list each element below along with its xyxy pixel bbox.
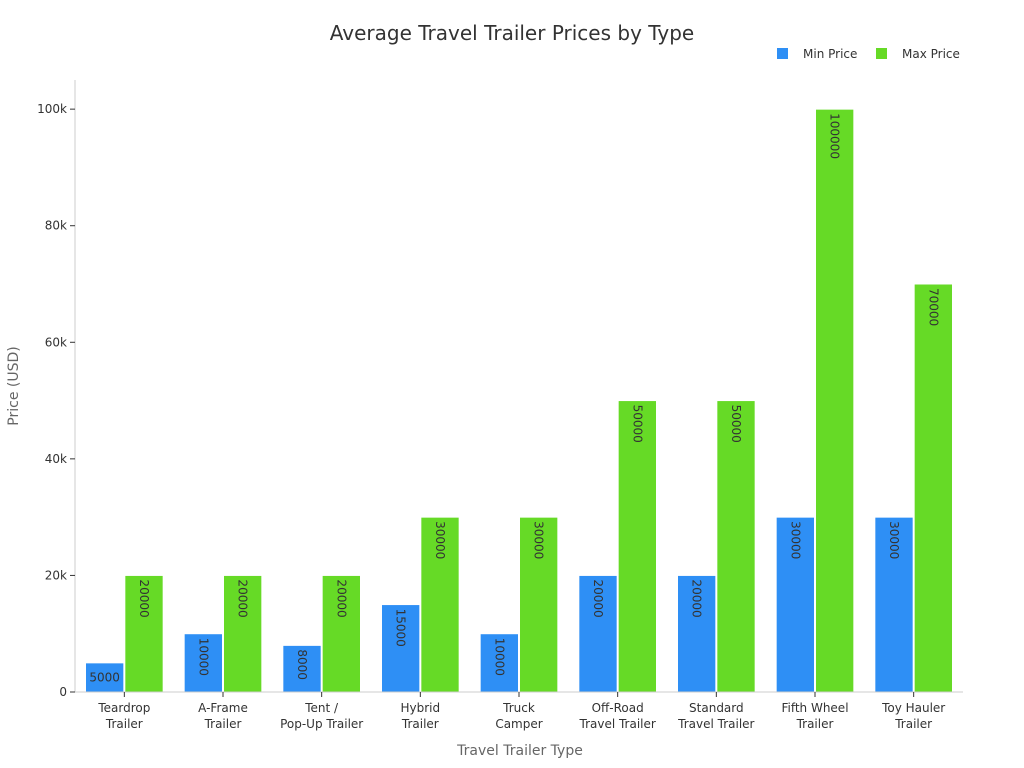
x-tick-label: Teardrop bbox=[97, 701, 150, 715]
bar-max-price bbox=[716, 400, 756, 693]
data-label: 20000 bbox=[591, 579, 605, 617]
legend-swatch bbox=[777, 48, 788, 59]
x-tick-label: Trailer bbox=[796, 717, 834, 731]
y-tick-label: 100k bbox=[37, 102, 67, 116]
legend: Min Price Max Price bbox=[777, 47, 960, 61]
x-tick-label: Pop-Up Trailer bbox=[280, 717, 363, 731]
data-label: 10000 bbox=[492, 638, 506, 676]
bar-max-price bbox=[913, 283, 954, 693]
bars: 5000 10000 8000 15000 10000 20000 20000 30000 30… bbox=[85, 108, 954, 693]
x-tick-label: Tent / bbox=[304, 701, 339, 715]
bar-min-price bbox=[479, 633, 519, 693]
bar-min-price bbox=[677, 574, 717, 693]
bar-max-price bbox=[815, 108, 855, 693]
x-tick-label: Standard bbox=[689, 701, 744, 715]
data-label: 15000 bbox=[394, 609, 408, 647]
data-label: 5000 bbox=[89, 670, 120, 684]
data-label: 100000 bbox=[828, 113, 842, 159]
y-tick-label: 60k bbox=[45, 335, 67, 349]
data-label: 20000 bbox=[690, 579, 704, 617]
bar-max-price bbox=[617, 400, 658, 693]
x-tick-label: Off-Road bbox=[592, 701, 644, 715]
y-tick-label: 80k bbox=[45, 219, 67, 233]
data-label: 20000 bbox=[236, 579, 250, 617]
bar-min-price bbox=[183, 633, 224, 693]
x-tick-label: Trailer bbox=[204, 717, 242, 731]
x-tick-label: Trailer bbox=[105, 717, 143, 731]
x-tick-label: Camper bbox=[495, 717, 542, 731]
x-axis-title: Travel Trailer Type bbox=[456, 743, 583, 759]
y-axis-title: Price (USD) bbox=[6, 346, 22, 425]
data-label: 50000 bbox=[630, 405, 644, 443]
x-tick-label: Hybrid bbox=[401, 701, 441, 715]
bar-max-price bbox=[223, 574, 263, 693]
bar-min-price bbox=[282, 644, 322, 693]
data-label: 30000 bbox=[887, 521, 901, 559]
data-label: 8000 bbox=[295, 649, 309, 680]
bar-max-price bbox=[321, 574, 361, 693]
y-axis: 0 20k 40k 60k 80k 100k bbox=[37, 80, 76, 699]
y-tick-label: 0 bbox=[59, 685, 67, 699]
x-tick-label: Fifth Wheel bbox=[781, 701, 848, 715]
bar-min-price bbox=[381, 604, 421, 693]
bar-min-price bbox=[578, 574, 618, 693]
y-tick-label: 40k bbox=[45, 452, 67, 466]
x-tick-label: Truck bbox=[502, 701, 535, 715]
legend-label: Max Price bbox=[902, 47, 960, 61]
x-tick-label: Travel Trailer bbox=[677, 717, 754, 731]
x-tick-label: Trailer bbox=[894, 717, 932, 731]
data-label: 10000 bbox=[196, 638, 210, 676]
bar-min-price bbox=[775, 516, 816, 693]
x-tick-label: Travel Trailer bbox=[579, 717, 656, 731]
data-label: 20000 bbox=[137, 579, 151, 617]
x-tick-label: A-Frame bbox=[198, 701, 248, 715]
legend-label: Min Price bbox=[803, 47, 857, 61]
data-label: 70000 bbox=[926, 288, 940, 326]
x-tick-label: Toy Hauler bbox=[881, 701, 945, 715]
data-label: 30000 bbox=[788, 521, 802, 559]
data-label: 20000 bbox=[334, 579, 348, 617]
x-tick-label: Trailer bbox=[401, 717, 439, 731]
data-label: 30000 bbox=[433, 521, 447, 559]
x-axis: Teardrop Trailer A-Frame Trailer Tent / Pop-U… bbox=[75, 691, 963, 731]
data-label: 30000 bbox=[532, 521, 546, 559]
legend-swatch bbox=[876, 48, 887, 59]
data-label: 50000 bbox=[729, 405, 743, 443]
bar-max-price bbox=[519, 516, 559, 693]
bar-max-price bbox=[124, 574, 164, 693]
bar-max-price bbox=[420, 516, 460, 693]
chart-title: Average Travel Trailer Prices by Type bbox=[330, 21, 694, 45]
y-tick-label: 20k bbox=[45, 568, 67, 582]
